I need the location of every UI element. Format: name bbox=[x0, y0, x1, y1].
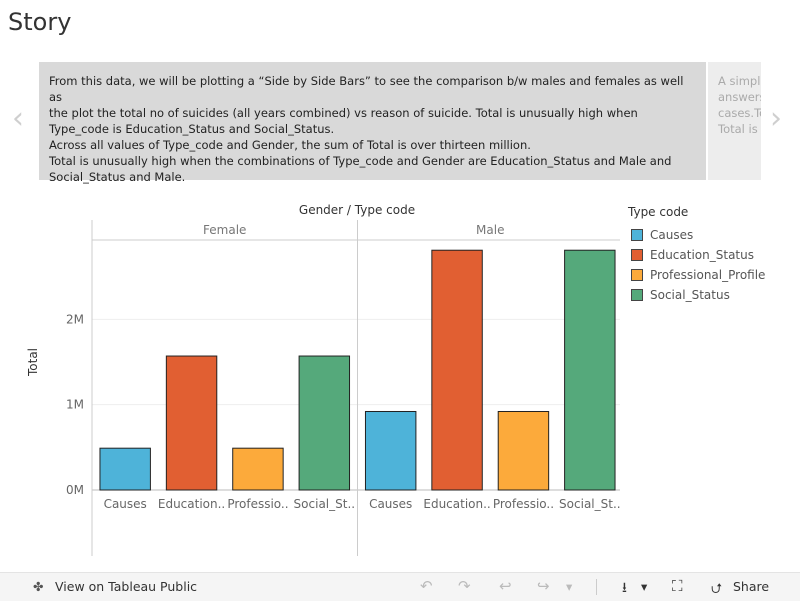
caption-line: Total is unusually high when the combina… bbox=[49, 154, 672, 168]
redo-icon[interactable]: ↷ bbox=[458, 577, 471, 595]
next-story-point-icon[interactable]: › bbox=[770, 101, 782, 136]
caption-line: the plot the total no of suicides (all y… bbox=[49, 106, 638, 120]
y-tick-label: 2M bbox=[66, 312, 84, 326]
refresh-icon[interactable]: ↪ bbox=[537, 577, 550, 595]
bar-female-causes[interactable] bbox=[99, 447, 151, 491]
story-point-caption-active[interactable]: From this data, we will be plotting a “S… bbox=[39, 62, 706, 184]
caption-line: answers bbox=[718, 90, 761, 104]
bottom-toolbar: ✤ View on Tableau Public ↶ ↷ ↩ ↪ ▾ ⭳ ▾ ⛶… bbox=[0, 572, 800, 601]
legend-item-causes[interactable]: Causes bbox=[628, 225, 765, 245]
legend-swatch bbox=[631, 289, 643, 301]
bar-male-social-status[interactable] bbox=[564, 249, 616, 491]
legend-swatch bbox=[631, 249, 643, 261]
legend-label: Causes bbox=[650, 228, 694, 242]
toolbar-divider bbox=[596, 579, 597, 595]
x-tick-label: Professio.. bbox=[493, 497, 554, 511]
download-icon[interactable]: ⭳ bbox=[622, 580, 627, 596]
story-title: Story bbox=[8, 8, 72, 36]
caption-line: From this data, we will be plotting a “S… bbox=[49, 74, 684, 104]
bar-male-causes[interactable] bbox=[364, 410, 417, 491]
x-tick-label: Causes bbox=[369, 497, 412, 511]
group-header-female: Female bbox=[203, 223, 246, 237]
x-tick-label: Social_St.. bbox=[294, 497, 356, 511]
legend-swatch bbox=[631, 269, 643, 281]
legend-item-social-status[interactable]: Social_Status bbox=[628, 285, 765, 305]
fullscreen-icon[interactable]: ⛶ bbox=[672, 577, 683, 595]
chevron-down-icon[interactable]: ▾ bbox=[566, 579, 573, 594]
share-button[interactable]: Share bbox=[733, 579, 770, 594]
story-point-caption-next[interactable]: A simple answers cases.To Total is bbox=[708, 62, 761, 180]
y-tick-label: 0M bbox=[66, 483, 84, 497]
caption-line: Type_code is Education_Status and Social… bbox=[49, 122, 335, 136]
legend-swatch bbox=[631, 229, 643, 241]
view-on-tableau-public-link[interactable]: View on Tableau Public bbox=[55, 579, 198, 594]
legend-label: Education_Status bbox=[650, 248, 754, 262]
tableau-icon[interactable]: ✤ bbox=[33, 579, 44, 594]
chart-title: Gender / Type code bbox=[299, 203, 415, 217]
group-header-male: Male bbox=[476, 223, 504, 237]
prev-story-point-icon[interactable]: ‹ bbox=[12, 101, 24, 136]
legend-title: Type code bbox=[628, 205, 689, 219]
caption-line: A simple bbox=[718, 74, 761, 88]
legend-label: Social_Status bbox=[650, 288, 730, 302]
bar-female-professional-profile[interactable] bbox=[232, 447, 284, 491]
caption-line: cases.To bbox=[718, 106, 761, 120]
x-tick-label: Causes bbox=[104, 497, 147, 511]
bar-male-education-status[interactable] bbox=[431, 249, 483, 491]
y-tick-label: 1M bbox=[66, 398, 84, 412]
y-axis-label: Total bbox=[26, 348, 40, 377]
chevron-down-icon[interactable]: ▾ bbox=[641, 579, 648, 594]
caption-line: Across all values of Type_code and Gende… bbox=[49, 138, 531, 152]
caption-line: Total is bbox=[718, 122, 758, 136]
bar-female-education-status[interactable] bbox=[165, 355, 218, 491]
bar-male-professional-profile[interactable] bbox=[497, 410, 550, 491]
legend[interactable]: Type code Causes Education_Status Profes… bbox=[628, 205, 765, 305]
legend-item-professional-profile[interactable]: Professional_Profile bbox=[628, 265, 765, 285]
bar-chart[interactable]: Gender / Type code Total 0M 1M 2M Female Cau… bbox=[0, 195, 620, 565]
x-tick-label: Professio.. bbox=[227, 497, 288, 511]
caption-line: Social_Status and Male. bbox=[49, 170, 186, 184]
x-tick-label: Social_St.. bbox=[559, 497, 620, 511]
x-tick-label: Education.. bbox=[423, 497, 490, 511]
bar-female-social-status[interactable] bbox=[298, 355, 351, 491]
x-tick-label: Education.. bbox=[158, 497, 225, 511]
share-icon[interactable]: ⮍ bbox=[711, 581, 723, 597]
undo-icon[interactable]: ↶ bbox=[420, 577, 433, 595]
revert-icon[interactable]: ↩ bbox=[499, 577, 512, 595]
legend-label: Professional_Profile bbox=[650, 268, 766, 282]
legend-item-education-status[interactable]: Education_Status bbox=[628, 245, 765, 265]
